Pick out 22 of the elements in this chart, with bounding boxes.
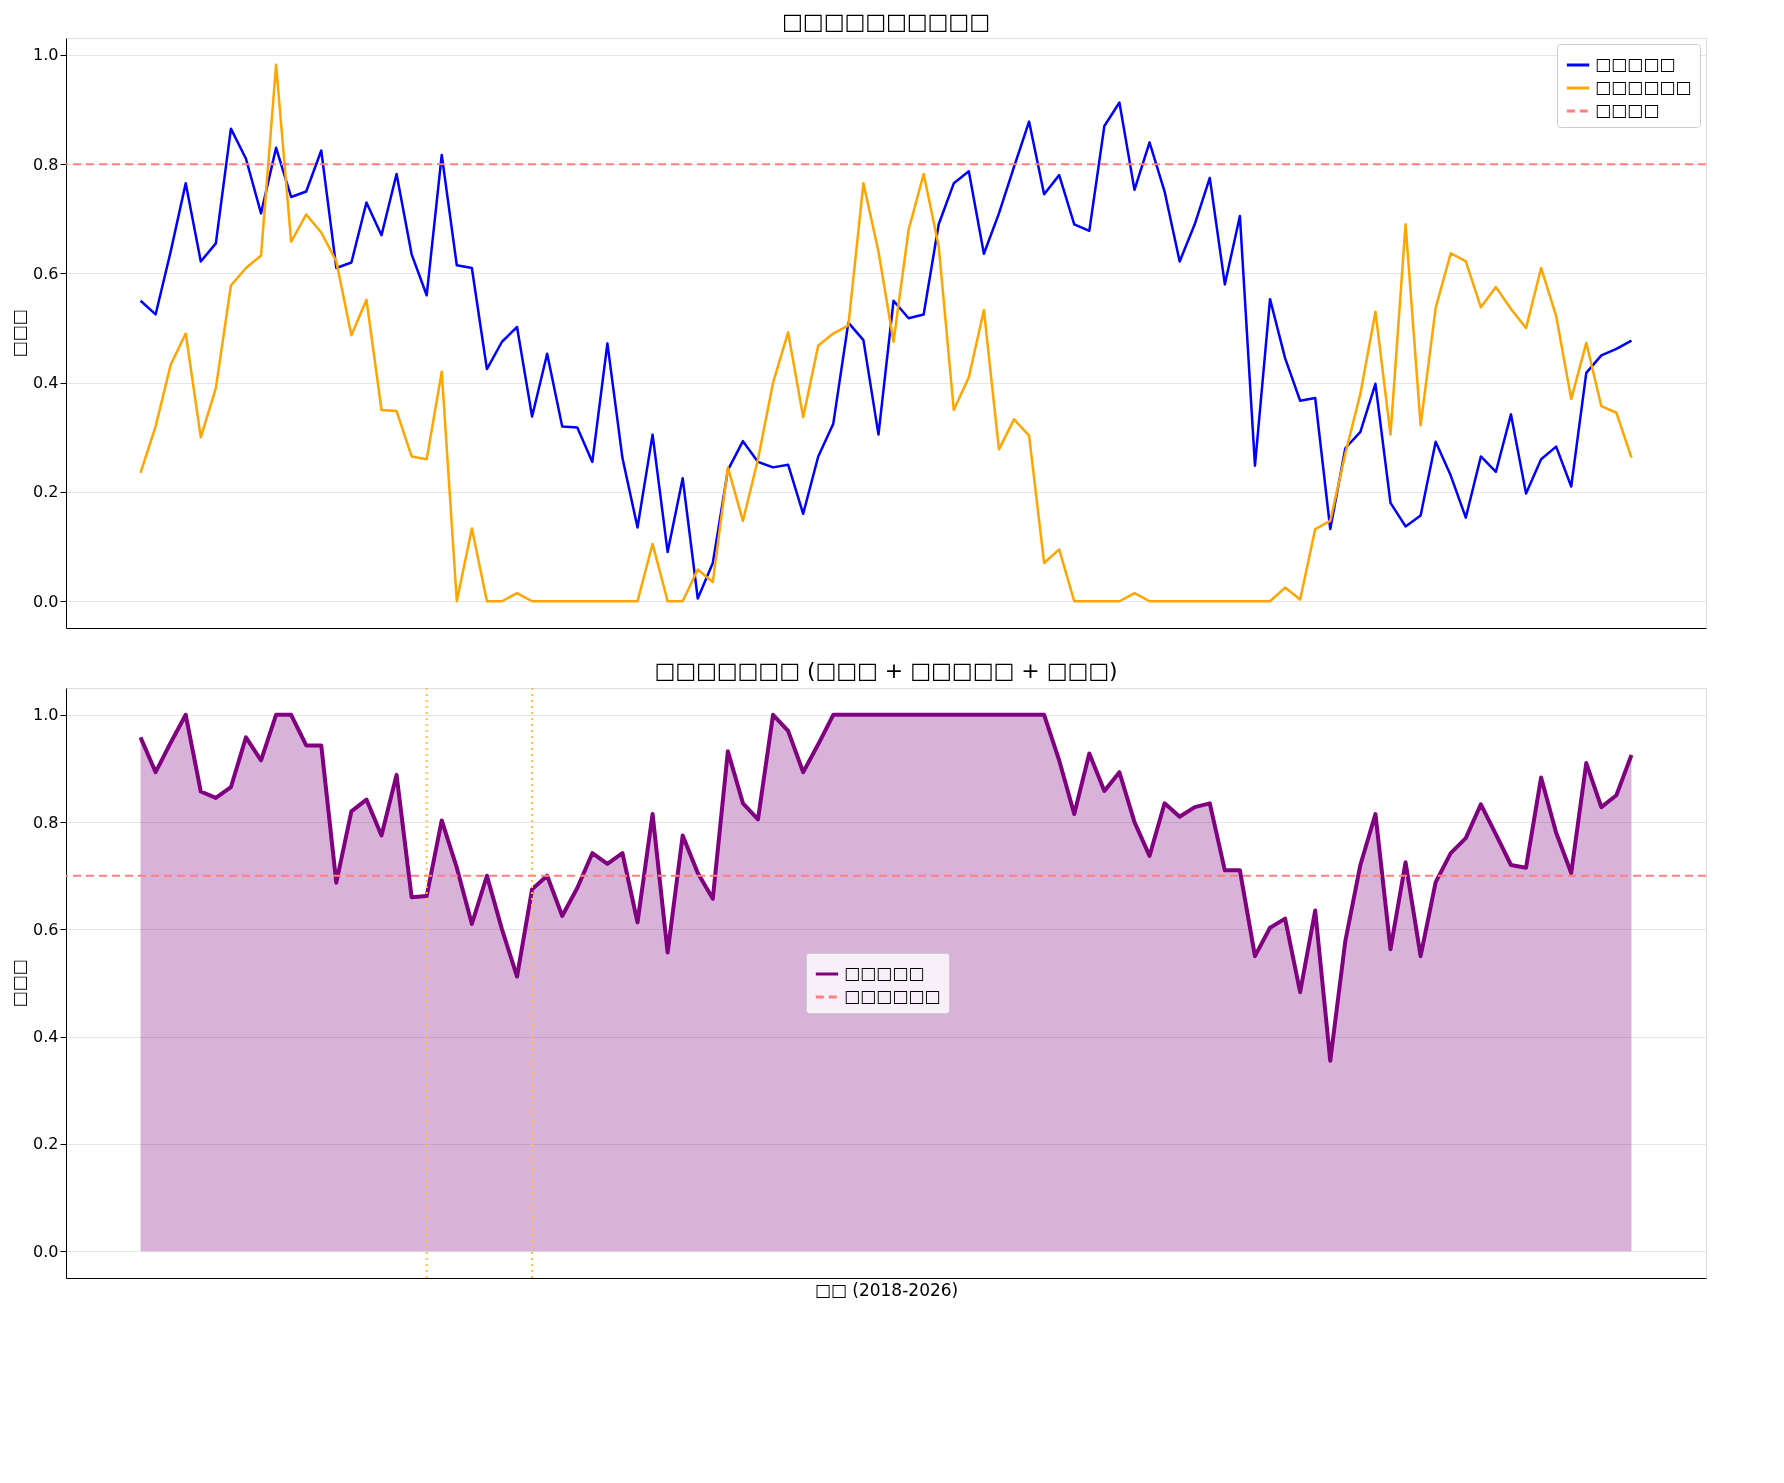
legend-label: □□□□□ <box>844 963 925 983</box>
y-axis-title: □□□ <box>9 309 30 358</box>
y-tick-label: 0.8 <box>33 154 59 174</box>
y-tick-label: 1.0 <box>33 45 59 65</box>
y-tick-label: 0.8 <box>33 812 59 832</box>
chart-title: □□□□□□□ (□□□ + □□□□□ + □□□) <box>654 658 1118 683</box>
legend-label: □□□□□□ <box>844 986 941 1006</box>
y-tick-label: 0.4 <box>33 373 59 393</box>
legend-label: □□□□□ <box>1595 54 1676 74</box>
chart-title: □□□□□□□□□□ <box>782 9 990 34</box>
y-axis-title: □□□ <box>9 959 30 1008</box>
x-axis-title: □□ (2018-2026) <box>814 1279 959 1300</box>
legend-label: □□□□ <box>1595 100 1660 120</box>
y-tick-label: 0.2 <box>33 482 59 502</box>
y-tick-label: 0.4 <box>33 1027 59 1047</box>
legend-label: □□□□□□ <box>1595 77 1692 97</box>
y-tick-label: 0.0 <box>33 1241 59 1261</box>
y-tick-label: 0.0 <box>33 591 59 611</box>
y-tick-label: 1.0 <box>33 705 59 725</box>
y-tick-label: 0.6 <box>33 263 59 283</box>
y-tick-label: 0.6 <box>33 919 59 939</box>
y-tick-label: 0.2 <box>33 1134 59 1154</box>
